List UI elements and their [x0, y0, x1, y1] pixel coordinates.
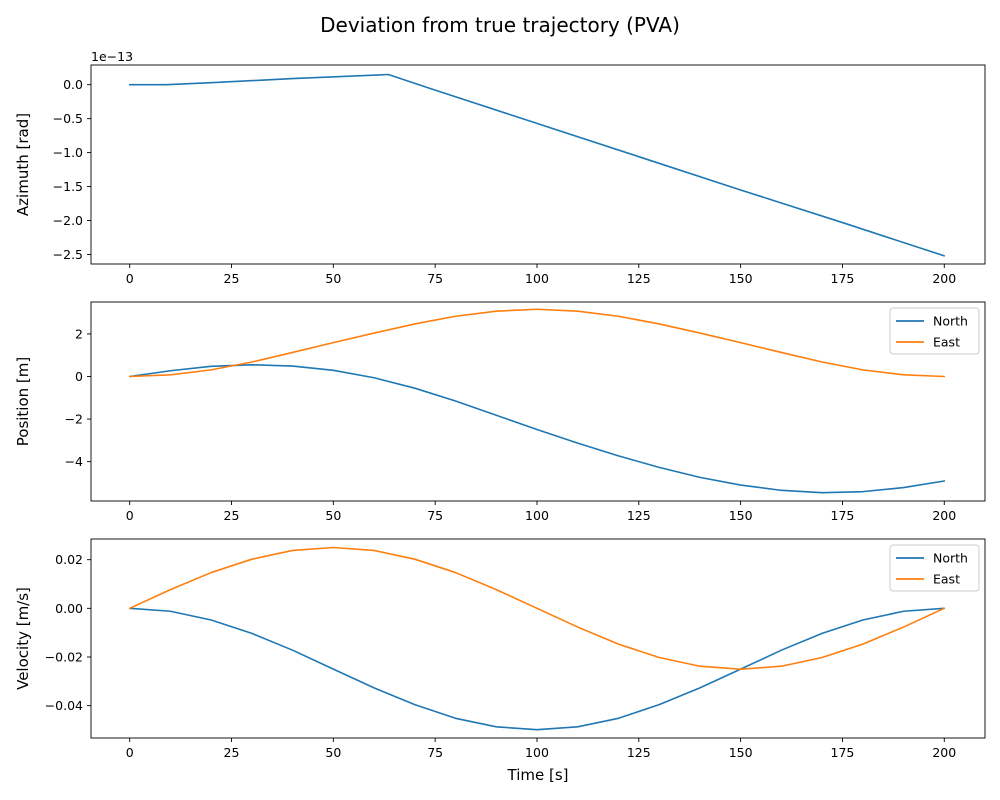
series-line-azimuth [128, 73, 946, 257]
legend: North East [889, 544, 980, 592]
y-tick-label: 0.0 [63, 77, 83, 92]
x-tick-label: 150 [729, 745, 753, 760]
y-tick-label: −0.02 [45, 649, 83, 664]
x-tick-label: 25 [224, 508, 240, 523]
legend-label-east: East [933, 572, 960, 587]
axes-frame [90, 64, 986, 265]
y-tick-label: −2 [65, 412, 83, 427]
x-tick-label: 125 [627, 271, 651, 286]
y-tick-label: −1.0 [53, 145, 83, 160]
subplot-2: 0 25 50 75 100 125 150 175 200 2 0 −2 −4 Position [m]… [14, 301, 986, 523]
y-tick-label: −1.5 [53, 179, 83, 194]
y-tick-label: 0.02 [55, 552, 83, 567]
x-tick-label: 75 [427, 508, 443, 523]
x-tick-label: 100 [525, 508, 549, 523]
x-tick-label: 75 [427, 745, 443, 760]
x-tick-label: 175 [831, 745, 855, 760]
axes-frame [90, 301, 986, 502]
series-line-east [128, 546, 946, 670]
x-tick-label: 25 [224, 745, 240, 760]
x-tick-label: 100 [525, 271, 549, 286]
y-tick-label: −2.5 [53, 247, 83, 262]
x-tick-label: 150 [729, 271, 753, 286]
axis-offset-text: 1e−13 [91, 49, 133, 64]
axes-frame [90, 538, 986, 739]
x-tick-label: 50 [325, 745, 341, 760]
x-tick-label: 175 [831, 508, 855, 523]
y-axis-label: Azimuth [rad] [14, 113, 32, 216]
x-tick-label: 125 [627, 508, 651, 523]
x-axis-label: Time [s] [507, 766, 569, 784]
x-tick-label: 50 [325, 508, 341, 523]
x-tick-label: 200 [932, 745, 956, 760]
legend-label-east: East [933, 335, 960, 350]
x-tick-label: 200 [932, 508, 956, 523]
x-tick-label: 125 [627, 745, 651, 760]
x-tick-label: 50 [325, 271, 341, 286]
series-line-north [128, 607, 946, 731]
y-tick-label: −0.04 [45, 698, 83, 713]
x-tick-label: 175 [831, 271, 855, 286]
x-tick-label: 200 [932, 271, 956, 286]
y-tick-label: 2 [75, 326, 83, 341]
x-tick-label: 100 [525, 745, 549, 760]
y-axis-label: Velocity [m/s] [14, 587, 32, 690]
x-tick-label: 0 [126, 508, 134, 523]
y-tick-label: 0 [75, 369, 83, 384]
y-tick-label: 0.00 [55, 601, 83, 616]
subplot-1: 0 25 50 75 100 125 150 175 200 0.0 −0.5 −1.0 −1.5 −2.… [14, 49, 986, 286]
subplot-3: 0 25 50 75 100 125 150 175 200 0.02 0.00 −0.02 −0.04… [14, 538, 986, 784]
y-axis-label: Position [m] [14, 357, 32, 447]
x-tick-label: 0 [126, 745, 134, 760]
series-line-north [128, 363, 946, 494]
x-tick-label: 75 [427, 271, 443, 286]
legend-label-north: North [933, 314, 968, 329]
y-tick-label: −0.5 [53, 111, 83, 126]
x-tick-label: 25 [224, 271, 240, 286]
y-tick-label: −4 [65, 454, 83, 469]
legend-label-north: North [933, 551, 968, 566]
figure-title: Deviation from true trajectory (PVA) [320, 13, 680, 37]
x-tick-label: 0 [126, 271, 134, 286]
series-line-east [128, 308, 946, 378]
x-tick-label: 150 [729, 508, 753, 523]
legend: North East [889, 307, 980, 355]
y-tick-label: −2.0 [53, 213, 83, 228]
